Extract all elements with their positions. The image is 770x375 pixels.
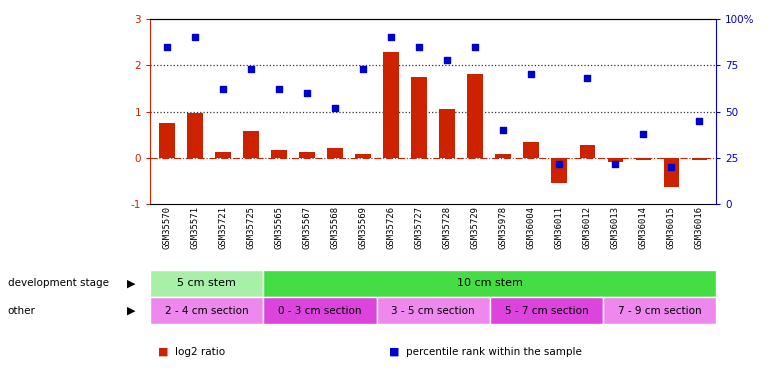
Text: ■: ■ <box>158 347 169 357</box>
Point <box>161 44 173 50</box>
Text: 3 - 5 cm section: 3 - 5 cm section <box>391 306 475 315</box>
Text: 7 - 9 cm section: 7 - 9 cm section <box>618 306 701 315</box>
Point <box>413 44 425 50</box>
Bar <box>300 152 315 158</box>
Point <box>245 66 257 72</box>
Point <box>693 118 705 124</box>
Point <box>357 66 370 72</box>
Point <box>609 160 621 166</box>
Text: 5 cm stem: 5 cm stem <box>177 279 236 288</box>
Bar <box>383 52 399 158</box>
Bar <box>327 148 343 158</box>
Bar <box>440 109 455 158</box>
Text: development stage: development stage <box>8 279 109 288</box>
Bar <box>524 142 539 158</box>
Text: 0 - 3 cm section: 0 - 3 cm section <box>278 306 362 315</box>
Bar <box>411 77 427 158</box>
Point <box>525 71 537 78</box>
Point <box>497 127 509 133</box>
Text: other: other <box>8 306 35 315</box>
Bar <box>271 150 286 158</box>
Point <box>189 34 201 40</box>
Text: 10 cm stem: 10 cm stem <box>457 279 523 288</box>
Text: percentile rank within the sample: percentile rank within the sample <box>406 347 581 357</box>
Bar <box>635 158 651 160</box>
Bar <box>243 131 259 158</box>
Bar <box>551 158 567 183</box>
Text: 5 - 7 cm section: 5 - 7 cm section <box>504 306 588 315</box>
Point <box>385 34 397 40</box>
Bar <box>495 154 511 158</box>
Point <box>581 75 594 81</box>
Point <box>469 44 481 50</box>
Point <box>217 86 229 92</box>
Bar <box>664 158 679 187</box>
Bar <box>356 154 371 158</box>
Text: log2 ratio: log2 ratio <box>175 347 225 357</box>
Point <box>329 105 341 111</box>
Bar <box>467 74 483 158</box>
Point <box>273 86 285 92</box>
Bar <box>608 158 623 162</box>
Text: ▶: ▶ <box>126 279 136 288</box>
Point <box>301 90 313 96</box>
Point <box>637 131 649 137</box>
Point <box>441 57 454 63</box>
Bar <box>580 145 595 158</box>
Text: 2 - 4 cm section: 2 - 4 cm section <box>165 306 249 315</box>
Bar <box>691 158 707 160</box>
Bar <box>216 152 231 158</box>
Text: ▶: ▶ <box>126 306 136 315</box>
Bar <box>187 113 203 158</box>
Bar <box>159 123 175 158</box>
Text: ■: ■ <box>389 347 400 357</box>
Point <box>665 164 678 170</box>
Point <box>553 160 565 166</box>
